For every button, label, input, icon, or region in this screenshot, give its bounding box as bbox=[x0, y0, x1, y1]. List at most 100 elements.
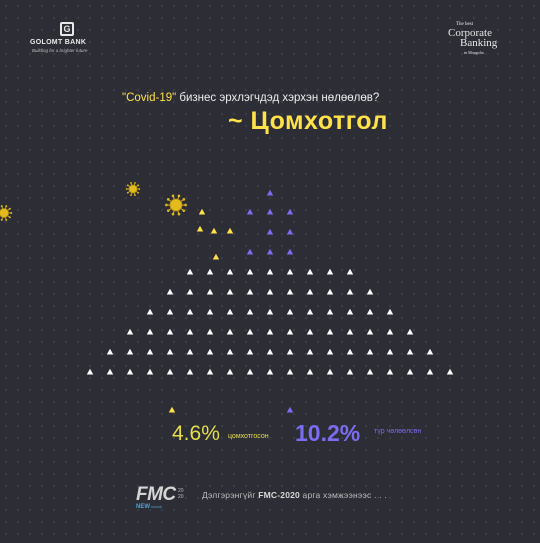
triangle-white bbox=[226, 288, 234, 295]
footer-note-prefix: Дэлгэрэнгүйг bbox=[202, 490, 259, 500]
footer-note-event: FMC-2020 bbox=[258, 490, 300, 500]
triangle-white bbox=[186, 268, 194, 275]
badge-line-4: in Mongolia bbox=[464, 50, 484, 55]
triangle-white bbox=[166, 368, 174, 375]
triangle-white bbox=[146, 308, 154, 315]
triangle-white bbox=[286, 268, 294, 275]
golomt-logo-mark-icon: G bbox=[60, 22, 74, 36]
legend-triangle-purple bbox=[286, 406, 294, 413]
triangle-white bbox=[146, 348, 154, 355]
triangle-white bbox=[406, 328, 414, 335]
triangle-white bbox=[366, 368, 374, 375]
fmc-logo-text: FMC bbox=[136, 484, 176, 505]
triangle-white bbox=[126, 368, 134, 375]
golomt-bank-logo: G GOLOMT BANK Building for a brighter fu… bbox=[30, 22, 120, 56]
triangle-white bbox=[306, 348, 314, 355]
logo-tagline: Building for a brighter future bbox=[32, 48, 88, 53]
triangle-white bbox=[206, 268, 214, 275]
triangle-white bbox=[266, 308, 274, 315]
triangle-white bbox=[266, 328, 274, 335]
triangle-purple bbox=[266, 208, 274, 215]
triangle-yellow bbox=[226, 227, 234, 234]
triangle-white bbox=[326, 328, 334, 335]
triangle-white bbox=[386, 328, 394, 335]
triangle-white bbox=[186, 308, 194, 315]
triangle-white bbox=[126, 328, 134, 335]
triangle-white bbox=[246, 368, 254, 375]
triangle-white bbox=[286, 288, 294, 295]
triangle-white bbox=[166, 288, 174, 295]
triangle-white bbox=[386, 348, 394, 355]
triangle-white bbox=[326, 288, 334, 295]
triangle-white bbox=[346, 328, 354, 335]
triangle-white bbox=[206, 328, 214, 335]
triangle-purple bbox=[246, 208, 254, 215]
triangle-white bbox=[366, 328, 374, 335]
triangle-purple bbox=[266, 248, 274, 255]
triangle-white bbox=[126, 348, 134, 355]
triangle-purple bbox=[286, 248, 294, 255]
virus-icon bbox=[0, 205, 13, 221]
page-title: ~ Цомхотгол bbox=[228, 107, 388, 135]
triangle-white bbox=[166, 348, 174, 355]
triangle-white bbox=[386, 368, 394, 375]
triangle-white bbox=[86, 368, 94, 375]
triangle-white bbox=[186, 288, 194, 295]
triangle-white bbox=[286, 348, 294, 355]
question-rest: бизнес эрхлэгчдэд хэрхэн нөлөөлөв? bbox=[176, 92, 380, 104]
triangle-white bbox=[226, 328, 234, 335]
triangle-white bbox=[346, 368, 354, 375]
triangle-white bbox=[206, 368, 214, 375]
fmc-new-sub: normal bbox=[151, 505, 162, 509]
triangle-white bbox=[346, 308, 354, 315]
triangle-white bbox=[186, 368, 194, 375]
triangle-yellow bbox=[210, 227, 218, 234]
triangle-white bbox=[306, 328, 314, 335]
triangle-white bbox=[246, 328, 254, 335]
badge-line-2: Corporate bbox=[448, 27, 492, 39]
triangle-yellow bbox=[212, 253, 220, 260]
triangle-white bbox=[206, 348, 214, 355]
question-heading: "Covid-19" бизнес эрхлэгчдэд хэрхэн нөлө… bbox=[122, 92, 442, 104]
triangle-white bbox=[426, 348, 434, 355]
triangle-white bbox=[206, 308, 214, 315]
triangle-white bbox=[446, 368, 454, 375]
fmc-new-label: NEW bbox=[136, 504, 150, 510]
triangle-white bbox=[346, 268, 354, 275]
triangle-white bbox=[286, 368, 294, 375]
triangle-white bbox=[106, 348, 114, 355]
stat-decreased-label: цомхотгосон bbox=[228, 433, 269, 440]
stat-leave-value: 10.2% bbox=[295, 420, 361, 446]
triangle-white bbox=[226, 348, 234, 355]
triangle-white bbox=[386, 308, 394, 315]
legend-triangle-yellow bbox=[168, 406, 176, 413]
triangle-white bbox=[186, 348, 194, 355]
triangle-yellow bbox=[198, 208, 206, 215]
badge-line-3: Banking bbox=[460, 37, 498, 49]
fmc-logo: FMC 20 20 NEW normal bbox=[136, 484, 190, 514]
triangle-white bbox=[226, 268, 234, 275]
triangle-white bbox=[366, 308, 374, 315]
triangle-white bbox=[266, 368, 274, 375]
triangle-white bbox=[246, 308, 254, 315]
footer-note-suffix: арга хэмжээнээс . . . bbox=[300, 490, 387, 500]
triangle-purple bbox=[266, 228, 274, 235]
footer-note: Дэлгэрэнгүйг FMC-2020 арга хэмжээнээс . … bbox=[202, 490, 387, 500]
triangle-white bbox=[226, 368, 234, 375]
triangle-white bbox=[226, 308, 234, 315]
triangle-white bbox=[346, 288, 354, 295]
triangle-white bbox=[306, 368, 314, 375]
triangle-white bbox=[306, 268, 314, 275]
triangle-white bbox=[246, 348, 254, 355]
triangle-white bbox=[146, 368, 154, 375]
triangle-white bbox=[286, 308, 294, 315]
triangle-purple bbox=[286, 208, 294, 215]
triangle-white bbox=[306, 288, 314, 295]
triangle-white bbox=[326, 268, 334, 275]
triangle-white bbox=[326, 368, 334, 375]
virus-icon bbox=[165, 194, 187, 216]
triangle-purple bbox=[286, 228, 294, 235]
triangle-white bbox=[366, 348, 374, 355]
triangle-white bbox=[106, 368, 114, 375]
